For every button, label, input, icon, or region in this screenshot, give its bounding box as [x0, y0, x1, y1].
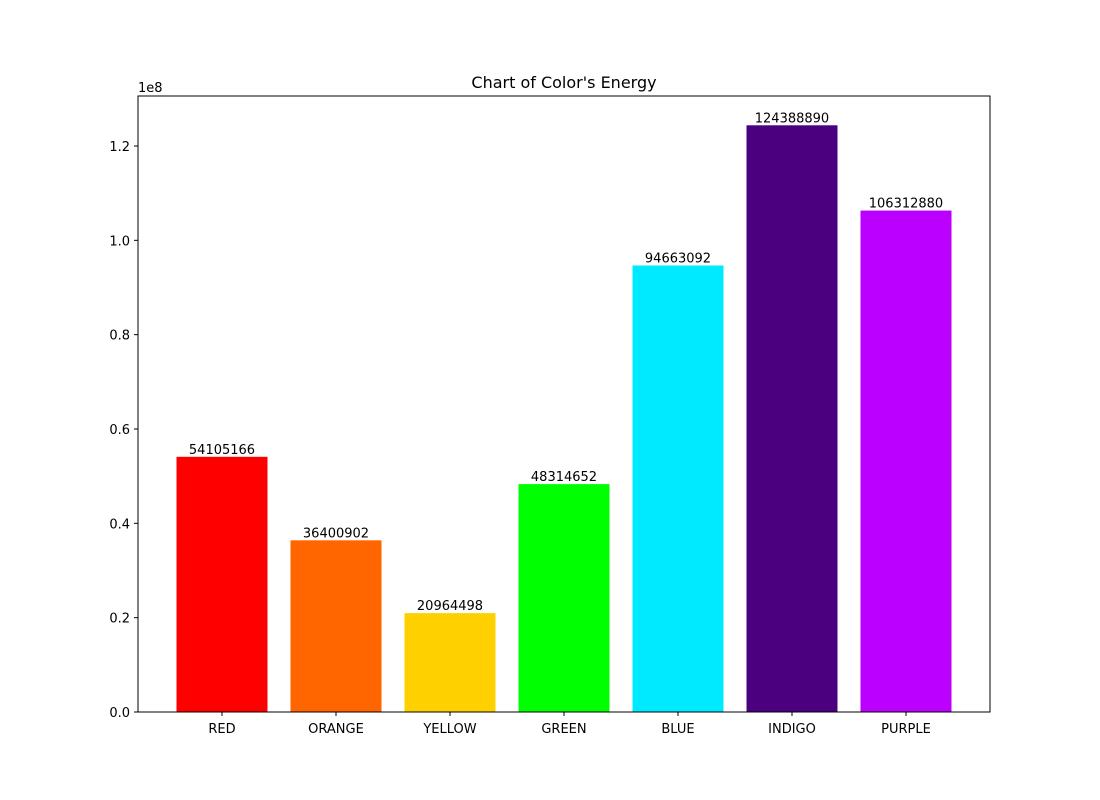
- x-tick-label-yellow: YELLOW: [422, 722, 476, 737]
- bar-orange: [290, 540, 382, 712]
- bar-blue: [632, 265, 724, 712]
- data-labels-layer: 54105166 36400902 20964498 48314652 94663092…: [189, 111, 943, 614]
- y-tick-label-3: 0.6: [109, 423, 130, 438]
- bars-layer: [176, 125, 952, 712]
- x-tick-label-red: RED: [208, 722, 235, 737]
- chart-title: Chart of Color's Energy: [471, 73, 656, 92]
- data-label-indigo: 124388890: [755, 111, 829, 126]
- x-tick-label-blue: BLUE: [661, 722, 694, 737]
- y-tick-label-0: 0.0: [109, 706, 130, 721]
- data-label-red: 54105166: [189, 443, 255, 458]
- bar-yellow: [404, 613, 496, 712]
- x-tick-label-green: GREEN: [541, 722, 586, 737]
- data-label-green: 48314652: [531, 470, 597, 485]
- bar-green: [518, 484, 610, 712]
- x-tick-label-purple: PURPLE: [881, 722, 931, 737]
- bar-purple: [860, 210, 952, 712]
- y-axis-offset-label: 1e8: [138, 81, 163, 96]
- y-axis: 0.0 0.2 0.4 0.6 0.8 1.0 1.2: [109, 140, 138, 721]
- data-label-yellow: 20964498: [417, 599, 483, 614]
- data-label-blue: 94663092: [645, 252, 711, 267]
- y-tick-label-2: 0.4: [109, 517, 130, 532]
- y-tick-label-1: 0.2: [109, 612, 130, 627]
- x-axis: RED ORANGE YELLOW GREEN BLUE INDIGO PURPLE: [208, 712, 931, 737]
- data-label-purple: 106312880: [869, 197, 943, 212]
- bar-indigo: [746, 125, 838, 712]
- y-tick-label-4: 0.8: [109, 329, 130, 344]
- bar-red: [176, 456, 268, 712]
- x-tick-label-indigo: INDIGO: [768, 722, 816, 737]
- data-label-orange: 36400902: [303, 526, 369, 541]
- y-tick-label-5: 1.0: [109, 234, 130, 249]
- y-tick-label-6: 1.2: [109, 140, 130, 155]
- x-tick-label-orange: ORANGE: [308, 722, 364, 737]
